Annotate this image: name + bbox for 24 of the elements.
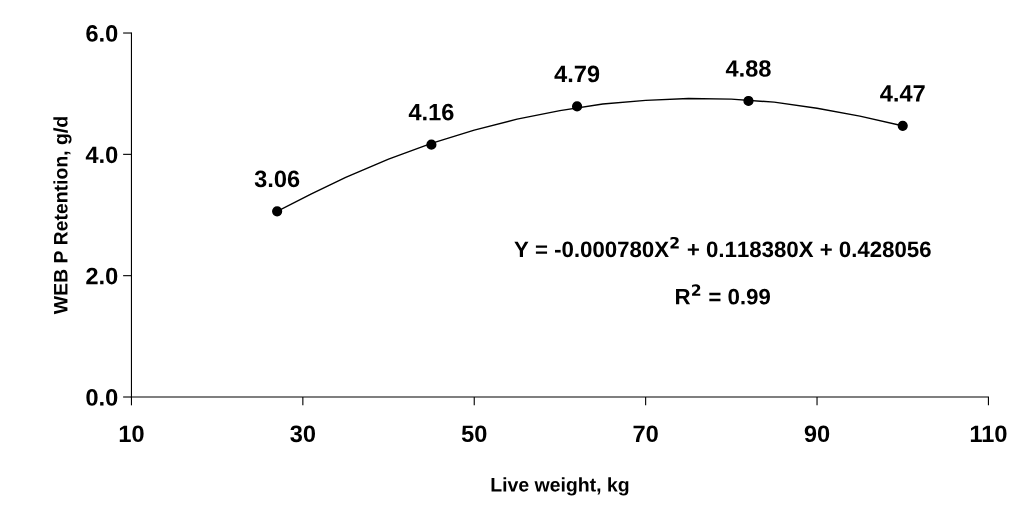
y-tick-label: 0.0	[86, 389, 118, 406]
point	[571, 101, 583, 112]
point	[897, 120, 908, 131]
x-tick-label: 10	[119, 425, 144, 443]
annotation: Y = -0.000780X$^{2}$ + 0.118380X + 0.428056	[514, 236, 931, 258]
x-tick-label: 50	[461, 425, 487, 443]
annotation: R$^{2}$ = 0.99	[676, 284, 770, 305]
x-tick-label: 110	[970, 425, 1007, 443]
y-axis-title: WEB P Retention, g/d	[53, 117, 72, 315]
data-label: 3.06	[254, 170, 300, 188]
data-label: 4.88	[725, 60, 771, 77]
y-tick-label: 4.0	[85, 146, 118, 164]
point	[426, 139, 437, 150]
data-label: 4.16	[408, 103, 454, 121]
x-tick-label: 30	[290, 425, 316, 443]
x-tick-label: 70	[633, 425, 658, 443]
y-tick-label: 2.0	[86, 267, 118, 285]
data-label: 4.47	[880, 85, 925, 102]
data-label: 4.79	[554, 65, 600, 83]
x-tick-label: 90	[804, 425, 830, 443]
y-tick-label: 6.0	[86, 25, 118, 42]
x-axis-title: Live weight, kg	[491, 477, 629, 496]
point	[743, 95, 754, 107]
point	[272, 206, 283, 217]
